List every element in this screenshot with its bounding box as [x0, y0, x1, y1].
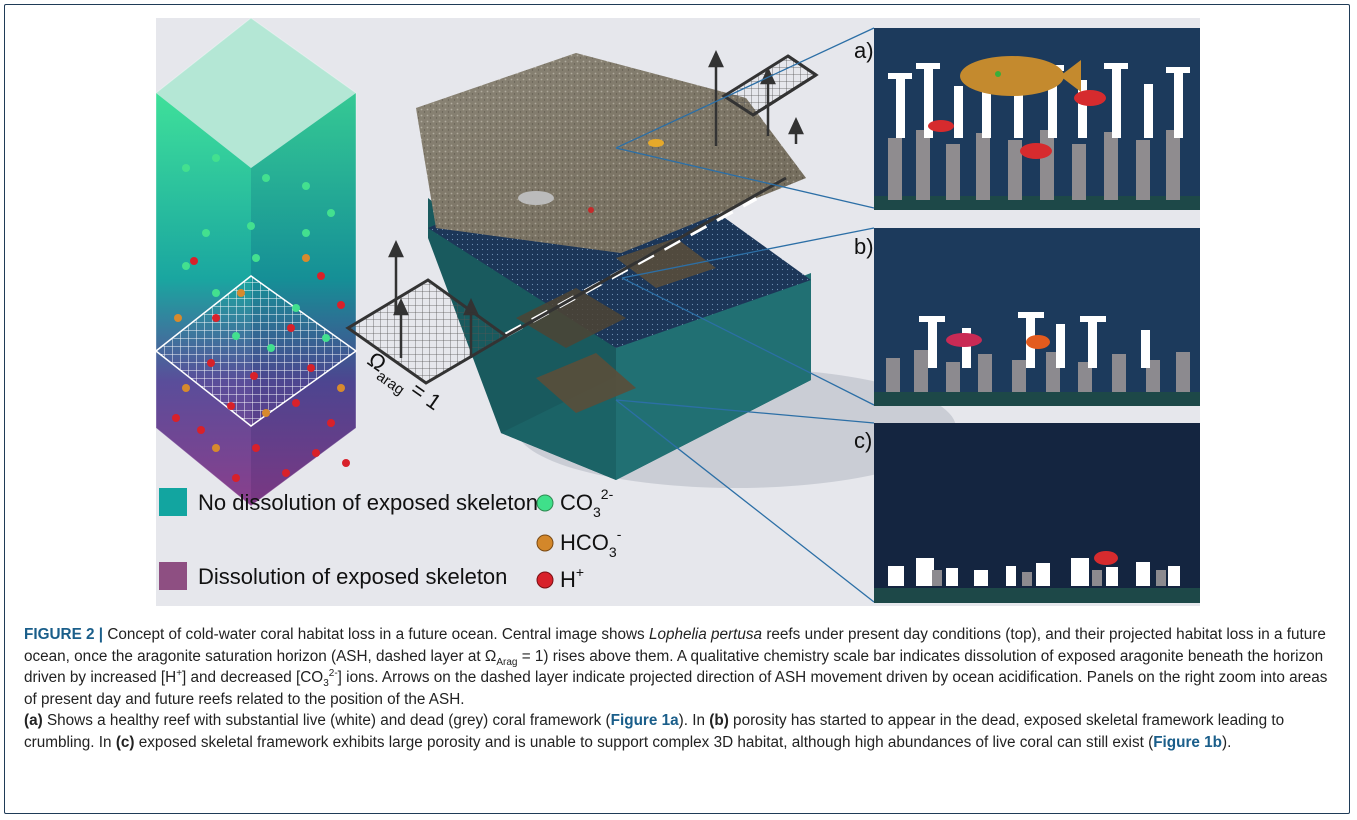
caption-paragraph: FIGURE 2 | Concept of cold-water coral h… [24, 624, 1334, 710]
caption-text: ] ions. Arrows on the dashed layer indic… [24, 669, 1328, 708]
hco3-ions [174, 254, 345, 452]
caption-text: ). [1222, 733, 1232, 751]
legend-label-dissolution: Dissolution of exposed skeleton [198, 564, 507, 589]
caption-text: porosity has started to appear in the de… [24, 712, 1285, 751]
caption-text: ] and decreased [CO [182, 669, 324, 687]
caption-subscript: 3 [323, 678, 329, 690]
ash-plane [345, 54, 819, 385]
caption-superscript: 2- [328, 668, 338, 680]
caption-subscript: Arag [496, 656, 518, 668]
panel-c-label: (c) [115, 733, 135, 751]
caption-text: = 1) rises above them. A qualitative che… [24, 647, 1324, 687]
svg-text:a): a) [854, 38, 874, 63]
reef-block [416, 53, 956, 488]
caption-text: reefs under present day conditions (top)… [24, 626, 1326, 665]
figure-1b-link[interactable]: Figure 1b [1153, 733, 1223, 751]
ash-arrows [388, 50, 804, 358]
figure-label: FIGURE 2 | [24, 626, 104, 643]
figure-illustration: Ωarag= 1 [156, 18, 1200, 606]
caption-text: ). In [678, 712, 710, 730]
caption-paragraph: (a) Shows a healthy reef with substantia… [24, 710, 1334, 753]
species-name: Lophelia pertusa [648, 626, 763, 643]
co3-ions [182, 154, 335, 352]
legend-swatch-dissolution [159, 562, 187, 590]
panel-a: a) [854, 28, 1200, 210]
zoom-lines [615, 27, 875, 603]
svg-text:b): b) [854, 234, 874, 259]
legend-label-no-dissolution: No dissolution of exposed skeleton [198, 490, 538, 515]
panel-b: b) [854, 228, 1200, 406]
caption-superscript: + [176, 668, 183, 680]
figure-1a-link[interactable]: Figure 1a [610, 712, 679, 730]
chemistry-cube [156, 18, 358, 507]
panel-a-label: (a) [24, 712, 43, 730]
svg-text:c): c) [854, 428, 872, 453]
figure-caption: FIGURE 2 | Concept of cold-water coral h… [24, 624, 1334, 754]
legend-co3: CO32- [560, 486, 614, 520]
h-ions [172, 257, 350, 482]
figure-frame [4, 4, 1350, 814]
panel-b-label: (b) [709, 712, 729, 730]
caption-text: Concept of cold-water coral habitat loss… [103, 626, 649, 643]
caption-text: exposed skeletal framework exhibits larg… [134, 733, 1154, 751]
legend-swatch-no-dissolution [159, 488, 187, 516]
legend: No dissolution of exposed skeleton Disso… [159, 486, 622, 592]
caption-text: Shows a healthy reef with substantial li… [42, 712, 611, 730]
legend-hco3: HCO3- [560, 526, 622, 560]
legend-h: H+ [560, 564, 584, 592]
panel-c: c) [854, 423, 1200, 603]
